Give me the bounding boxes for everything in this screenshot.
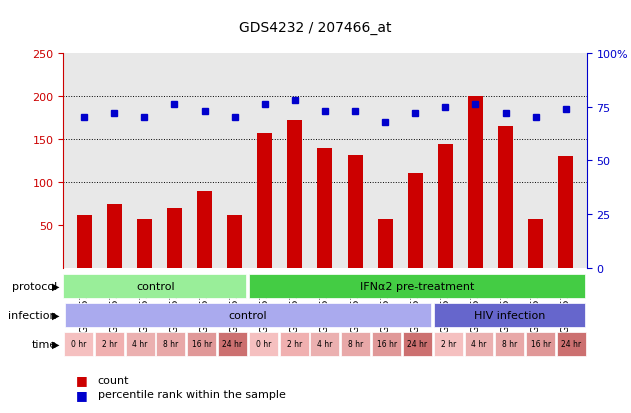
- Text: infection: infection: [8, 310, 57, 320]
- FancyBboxPatch shape: [187, 332, 216, 356]
- FancyBboxPatch shape: [341, 332, 370, 356]
- Bar: [197, 191, 212, 268]
- Bar: [227, 215, 242, 268]
- FancyBboxPatch shape: [63, 274, 247, 298]
- Text: 4 hr: 4 hr: [317, 339, 333, 348]
- FancyBboxPatch shape: [280, 332, 309, 356]
- Text: 16 hr: 16 hr: [377, 339, 397, 348]
- FancyBboxPatch shape: [557, 332, 586, 356]
- Text: GDS4232 / 207466_at: GDS4232 / 207466_at: [239, 21, 392, 35]
- Bar: [348, 156, 363, 268]
- Bar: [408, 174, 423, 268]
- Text: count: count: [98, 375, 129, 385]
- Bar: [257, 133, 273, 268]
- Text: 24 hr: 24 hr: [408, 339, 427, 348]
- Text: ▶: ▶: [52, 310, 60, 320]
- Text: time: time: [32, 339, 57, 349]
- FancyBboxPatch shape: [95, 332, 124, 356]
- Text: IFNα2 pre-treatment: IFNα2 pre-treatment: [360, 281, 475, 291]
- Text: 4 hr: 4 hr: [471, 339, 487, 348]
- Text: ■: ■: [76, 388, 88, 401]
- Text: control: control: [228, 310, 268, 320]
- Text: 2 hr: 2 hr: [286, 339, 302, 348]
- Text: 8 hr: 8 hr: [348, 339, 363, 348]
- Bar: [438, 145, 453, 268]
- FancyBboxPatch shape: [372, 332, 401, 356]
- FancyBboxPatch shape: [64, 303, 431, 327]
- FancyBboxPatch shape: [434, 303, 586, 327]
- Bar: [76, 215, 91, 268]
- Text: HIV infection: HIV infection: [474, 310, 545, 320]
- Text: protocol: protocol: [11, 281, 57, 291]
- Text: 8 hr: 8 hr: [502, 339, 517, 348]
- Text: ▶: ▶: [52, 281, 60, 291]
- FancyBboxPatch shape: [526, 332, 555, 356]
- FancyBboxPatch shape: [249, 274, 586, 298]
- Text: 24 hr: 24 hr: [562, 339, 582, 348]
- FancyBboxPatch shape: [403, 332, 432, 356]
- FancyBboxPatch shape: [433, 332, 463, 356]
- Text: 2 hr: 2 hr: [102, 339, 117, 348]
- Text: 16 hr: 16 hr: [531, 339, 551, 348]
- Bar: [107, 204, 122, 268]
- Text: ▶: ▶: [52, 339, 60, 349]
- Bar: [558, 157, 574, 268]
- FancyBboxPatch shape: [495, 332, 524, 356]
- Text: 0 hr: 0 hr: [256, 339, 271, 348]
- Bar: [287, 121, 302, 268]
- Text: 16 hr: 16 hr: [192, 339, 212, 348]
- Bar: [167, 208, 182, 268]
- Text: 0 hr: 0 hr: [71, 339, 86, 348]
- Text: ■: ■: [76, 373, 88, 387]
- Text: percentile rank within the sample: percentile rank within the sample: [98, 389, 286, 399]
- Bar: [317, 148, 333, 268]
- Text: 2 hr: 2 hr: [440, 339, 456, 348]
- Bar: [377, 219, 392, 268]
- FancyBboxPatch shape: [64, 332, 93, 356]
- Bar: [468, 97, 483, 268]
- FancyBboxPatch shape: [464, 332, 493, 356]
- Bar: [498, 127, 513, 268]
- Text: 24 hr: 24 hr: [223, 339, 242, 348]
- FancyBboxPatch shape: [249, 332, 278, 356]
- Text: control: control: [136, 281, 175, 291]
- Text: 4 hr: 4 hr: [133, 339, 148, 348]
- FancyBboxPatch shape: [218, 332, 247, 356]
- FancyBboxPatch shape: [310, 332, 339, 356]
- FancyBboxPatch shape: [156, 332, 186, 356]
- FancyBboxPatch shape: [126, 332, 155, 356]
- Bar: [528, 219, 543, 268]
- Bar: [137, 219, 152, 268]
- Text: 8 hr: 8 hr: [163, 339, 179, 348]
